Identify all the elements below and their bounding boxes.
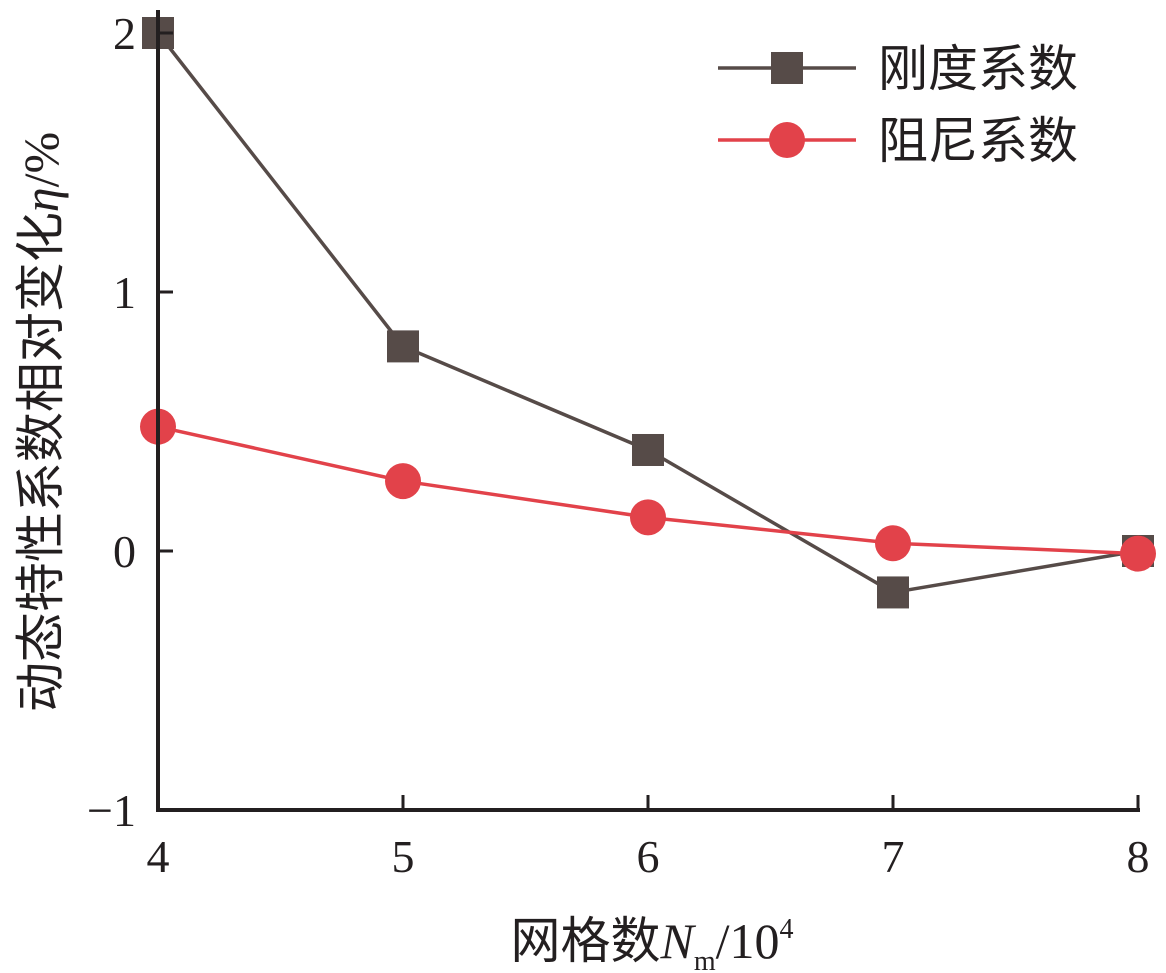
legend-marker-2 — [769, 122, 805, 158]
x-tick-label: 5 — [392, 831, 415, 882]
series-2-point — [385, 463, 421, 500]
series-1-point — [877, 576, 909, 609]
y-axis-title-main: 动态特性系数相对变化 — [12, 212, 70, 712]
x-tick-label: 7 — [882, 831, 905, 882]
y-tick-label: 0 — [113, 526, 136, 577]
x-axis-title: 网格数Nm/104 — [510, 912, 793, 973]
y-tick-label: 1 — [113, 267, 136, 318]
y-axis-title-unit: /% — [13, 132, 69, 188]
y-axis-title-symbol: η — [13, 187, 69, 212]
legend-marker-1 — [771, 52, 803, 84]
x-tick-label: 6 — [637, 831, 660, 882]
y-tick-label: −1 — [87, 785, 136, 836]
y-tick-label: 2 — [113, 8, 136, 59]
x-axis-title-symbol: N — [659, 913, 696, 969]
x-tick-label: 8 — [1127, 831, 1150, 882]
series-2-point — [1120, 535, 1156, 572]
x-tick-label: 4 — [147, 831, 170, 882]
ticks: 4 5 6 7 8 −1 0 1 2 — [87, 8, 1149, 882]
x-axis-title-main: 网格数 — [510, 912, 660, 970]
legend-label-2: 阻尼系数 — [878, 112, 1078, 170]
x-axis-title-subscript: m — [694, 946, 716, 973]
series-2-point — [875, 525, 911, 562]
y-axis-title: 动态特性系数相对变化η/% — [12, 132, 70, 712]
x-axis-title-unit: /10 — [716, 913, 780, 969]
plot-area — [140, 17, 1156, 609]
legend-label-1: 刚度系数 — [878, 40, 1078, 98]
series-2-point — [630, 499, 666, 536]
x-axis-title-exponent: 4 — [780, 914, 794, 945]
series-1-point — [632, 433, 664, 466]
series-1-point — [387, 330, 419, 363]
